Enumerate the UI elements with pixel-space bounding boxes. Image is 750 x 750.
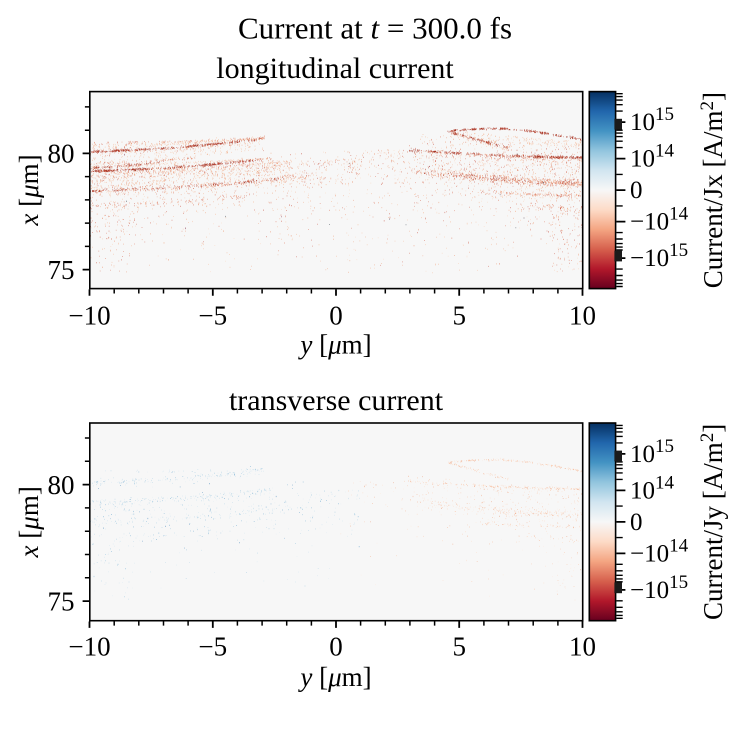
- svg-text:−10: −10: [68, 632, 110, 662]
- svg-text:75: 75: [48, 255, 75, 285]
- svg-text:Current/Jx [A/m2]: Current/Jx [A/m2]: [697, 92, 728, 288]
- svg-text:−1015: −1015: [630, 240, 688, 272]
- svg-text:x [μm]: x [μm]: [14, 486, 44, 558]
- svg-text:10: 10: [569, 632, 596, 662]
- svg-text:y [μm]: y [μm]: [297, 330, 371, 360]
- svg-text:0: 0: [630, 509, 643, 536]
- svg-text:longitudinal current: longitudinal current: [216, 52, 454, 85]
- svg-text:Current/Jy [A/m2]: Current/Jy [A/m2]: [697, 424, 728, 620]
- svg-text:0: 0: [630, 177, 643, 204]
- svg-text:75: 75: [48, 586, 75, 616]
- svg-text:x [μm]: x [μm]: [14, 154, 44, 226]
- svg-text:y [μm]: y [μm]: [297, 662, 371, 692]
- svg-text:1014: 1014: [630, 472, 675, 504]
- svg-text:−5: −5: [198, 301, 227, 331]
- svg-text:transverse current: transverse current: [229, 384, 444, 417]
- svg-text:5: 5: [452, 301, 466, 331]
- svg-text:0: 0: [329, 301, 343, 331]
- svg-text:80: 80: [48, 470, 75, 500]
- svg-text:10: 10: [569, 301, 596, 331]
- svg-text:80: 80: [48, 139, 75, 169]
- svg-text:−10: −10: [68, 301, 110, 331]
- svg-text:Current at t = 300.0 fs: Current at t = 300.0 fs: [238, 11, 512, 46]
- svg-text:−5: −5: [198, 632, 227, 662]
- svg-text:5: 5: [452, 632, 466, 662]
- svg-text:0: 0: [329, 632, 343, 662]
